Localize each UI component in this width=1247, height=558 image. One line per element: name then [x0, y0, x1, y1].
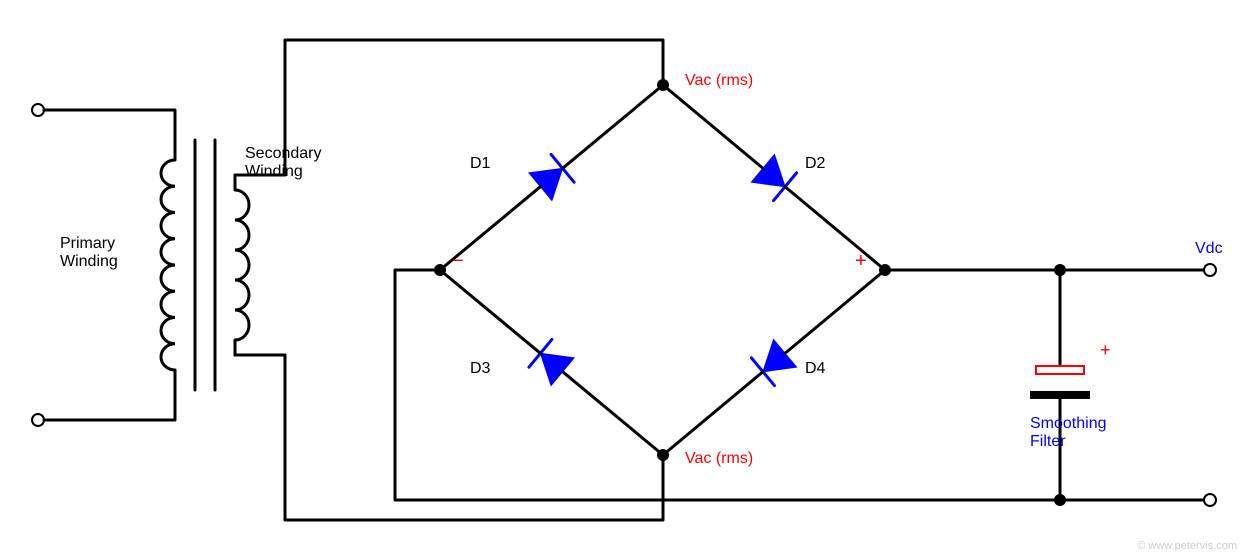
watermark: © www.petervis.com	[1137, 540, 1237, 552]
primary-winding-label: Primary Winding	[60, 235, 118, 271]
secondary-winding-label: Secondary Winding	[245, 145, 322, 181]
d1-label: D1	[470, 155, 490, 173]
circuit-canvas: Primary Winding Secondary Winding Vac (r…	[0, 0, 1247, 558]
d4-label: D4	[805, 360, 825, 378]
cap-label: Smoothing Filter	[1030, 415, 1107, 451]
d2-label: D2	[805, 155, 825, 173]
vac-top-label: Vac (rms)	[685, 72, 753, 90]
vdc-label: Vdc	[1195, 240, 1223, 258]
vac-bottom-label: Vac (rms)	[685, 450, 753, 468]
cap-plus-label: +	[1100, 340, 1111, 361]
d3-label: D3	[470, 360, 490, 378]
circuit-svg	[0, 0, 1247, 558]
bridge-minus-label: −	[452, 250, 464, 273]
bridge-plus-label: +	[855, 250, 867, 273]
